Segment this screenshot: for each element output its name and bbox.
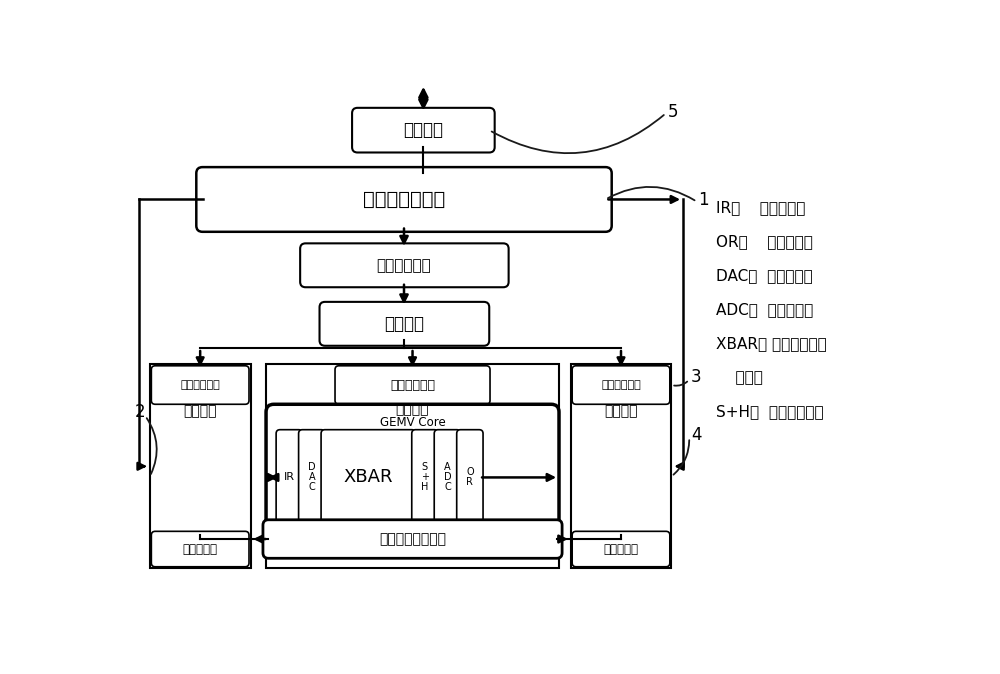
Text: 地址生成器: 地址生成器	[183, 543, 218, 555]
Text: 地址生成器: 地址生成器	[604, 543, 639, 555]
Bar	[266, 364, 559, 568]
FancyBboxPatch shape	[434, 430, 461, 525]
Text: O
R: O R	[466, 468, 474, 487]
Text: DAC：  数模转换器: DAC： 数模转换器	[716, 268, 812, 283]
Text: GEMV Core: GEMV Core	[380, 417, 445, 429]
FancyBboxPatch shape	[320, 302, 489, 346]
FancyBboxPatch shape	[412, 430, 438, 525]
FancyBboxPatch shape	[151, 366, 249, 404]
Text: 指令预取模块: 指令预取模块	[377, 257, 431, 273]
Text: 存储指令队列: 存储指令队列	[601, 380, 641, 390]
Text: 计算指令队列: 计算指令队列	[390, 379, 435, 392]
FancyBboxPatch shape	[151, 531, 249, 567]
Text: 5: 5	[668, 102, 678, 121]
Text: D
A
C: D A C	[308, 462, 316, 493]
Text: 初步译码: 初步译码	[384, 315, 424, 333]
Text: 存储模块: 存储模块	[604, 404, 638, 418]
Text: XBAR: XBAR	[344, 468, 393, 487]
Text: 4: 4	[691, 426, 701, 444]
Text: 关阵列: 关阵列	[716, 370, 762, 385]
Text: 互联接口: 互联接口	[403, 121, 443, 139]
FancyBboxPatch shape	[276, 430, 302, 525]
FancyBboxPatch shape	[266, 404, 559, 537]
FancyBboxPatch shape	[299, 430, 325, 525]
Text: S+H：  采样保持电路: S+H： 采样保持电路	[716, 404, 823, 419]
Text: 张量算术处理单元: 张量算术处理单元	[379, 532, 446, 546]
Text: XBAR： 忦阻器交叉开: XBAR： 忦阻器交叉开	[716, 336, 826, 351]
Text: 加载模块: 加载模块	[183, 404, 217, 418]
Text: 3: 3	[691, 368, 701, 386]
Text: S
+
H: S + H	[421, 462, 429, 493]
Text: 1: 1	[698, 191, 709, 209]
Text: 2: 2	[134, 403, 145, 421]
Text: 加载指令队列: 加载指令队列	[180, 380, 220, 390]
Text: IR: IR	[284, 472, 295, 483]
FancyBboxPatch shape	[457, 430, 483, 525]
FancyBboxPatch shape	[300, 243, 509, 287]
Text: IR：    输入寄存器: IR： 输入寄存器	[716, 200, 805, 216]
Text: A
D
C: A D C	[444, 462, 451, 493]
Text: 计算模块: 计算模块	[396, 402, 429, 417]
Text: OR：    输出寄存器: OR： 输出寄存器	[716, 235, 812, 249]
FancyBboxPatch shape	[572, 531, 670, 567]
FancyBboxPatch shape	[572, 366, 670, 404]
FancyBboxPatch shape	[352, 108, 495, 152]
Bar	[571, 364, 671, 568]
FancyBboxPatch shape	[196, 167, 612, 232]
Bar	[150, 364, 251, 568]
Text: 片上数据缓冲区: 片上数据缓冲区	[363, 190, 445, 209]
FancyBboxPatch shape	[335, 366, 490, 404]
FancyBboxPatch shape	[321, 430, 416, 525]
Text: ADC：  模数转换器: ADC： 模数转换器	[716, 302, 813, 317]
FancyBboxPatch shape	[263, 520, 562, 558]
